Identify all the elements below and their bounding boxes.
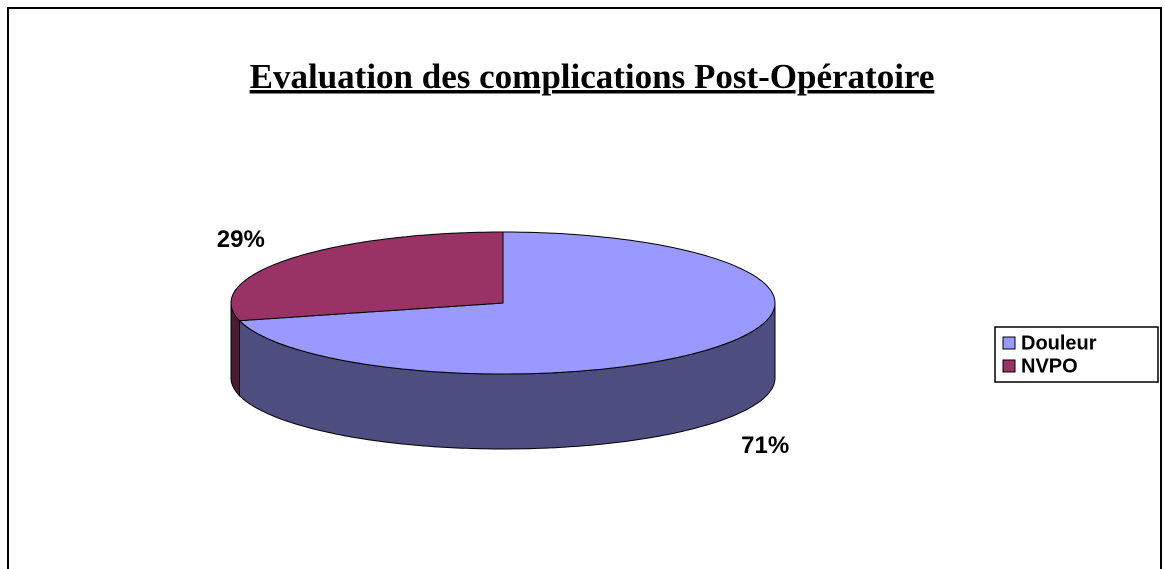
legend-label: Douleur <box>1021 332 1097 354</box>
legend-box <box>994 326 1159 383</box>
pie-slice <box>238 231 776 375</box>
data-label: 29% <box>217 226 265 253</box>
legend-label: NVPO <box>1021 355 1078 377</box>
pie-slice <box>230 231 504 322</box>
chart-frame <box>7 7 1162 569</box>
legend-swatch <box>1002 336 1016 350</box>
legend-swatch <box>1002 359 1016 373</box>
chart-title: Evaluation des complications Post-Opérat… <box>250 57 935 96</box>
data-label: 71% <box>741 432 789 459</box>
